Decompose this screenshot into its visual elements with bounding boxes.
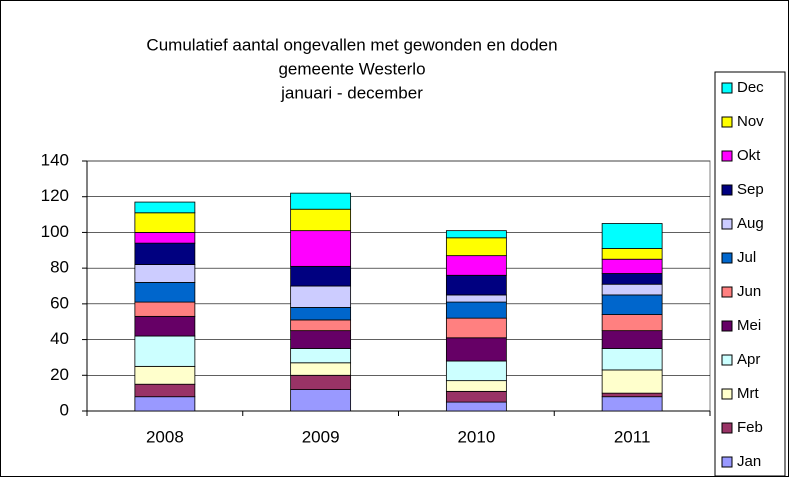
bar-segment [134, 335, 196, 367]
legend-swatch [721, 82, 733, 94]
legend-swatch [721, 116, 733, 128]
bar-segment [445, 317, 507, 339]
bar-segment [601, 258, 663, 274]
bar-segment [445, 380, 507, 392]
legend-swatch [721, 320, 733, 332]
legend-swatch [721, 456, 733, 468]
bar-segment [290, 348, 352, 364]
bar-segment [290, 307, 352, 321]
bar-segment [601, 396, 663, 412]
chart-title: Cumulatief aantal ongevallen met gewonde… [146, 35, 557, 54]
bar-segment [445, 294, 507, 303]
y-tick-label: 40 [50, 329, 69, 348]
bar-segment [601, 330, 663, 349]
legend-box [714, 71, 786, 477]
x-tick-label: 2008 [146, 427, 184, 446]
bar-segment [290, 389, 352, 412]
bar-segment [601, 294, 663, 315]
x-tick-label: 2011 [614, 427, 651, 446]
legend-swatch [721, 252, 733, 264]
bar-segment [290, 330, 352, 349]
legend-swatch [721, 218, 733, 230]
legend-swatch [721, 422, 733, 434]
legend-label: Mrt [737, 385, 759, 402]
legend-swatch [721, 150, 733, 162]
bar-segment [445, 230, 507, 239]
bar-segment [445, 401, 507, 412]
legend-label: Apr [737, 351, 760, 368]
bar-segment [134, 212, 196, 233]
legend-label: Feb [737, 419, 763, 436]
bar-segment [290, 265, 352, 287]
legend: Jan Feb Mrt Apr Mei Jun Jul Aug Sep Okt Nov Dec [721, 79, 764, 470]
bar-segment [134, 232, 196, 244]
legend-label: Mei [737, 317, 761, 334]
bar-segment [134, 315, 196, 337]
legend-label: Okt [737, 147, 761, 164]
legend-label: Dec [737, 79, 764, 96]
legend-label: Jul [737, 249, 756, 266]
bar-segment [134, 301, 196, 317]
bar-segment [601, 392, 663, 398]
bar-segment [445, 337, 507, 362]
bar-segment [134, 264, 196, 283]
legend-label: Jun [737, 283, 761, 300]
bar-segment [445, 360, 507, 382]
legend-swatch [721, 184, 733, 196]
bar-segment [290, 362, 352, 376]
y-tick-label: 80 [50, 258, 69, 277]
bar-segment [601, 314, 663, 332]
bar-segment [445, 255, 507, 276]
bar-segment [445, 301, 507, 319]
x-tick-label: 2010 [457, 427, 495, 446]
bar-segment [290, 285, 352, 308]
y-tick-label: 60 [50, 293, 69, 312]
chart-title: gemeente Westerlo [278, 59, 425, 78]
bar-segment [601, 369, 663, 394]
bar-segment [601, 248, 663, 260]
bar-segment [445, 274, 507, 296]
legend-swatch [721, 354, 733, 366]
y-tick-label: 20 [50, 365, 69, 384]
bar-segment [134, 365, 196, 385]
bar-segment [601, 223, 663, 249]
bar-segment [134, 396, 196, 412]
legend-label: Sep [737, 181, 764, 198]
bar-segment [601, 348, 663, 371]
bar-segment [290, 192, 352, 210]
bar-segment [134, 242, 196, 265]
legend-swatch [721, 286, 733, 298]
bar-segment [134, 383, 196, 398]
bar-segment [290, 319, 352, 332]
y-tick-label: 120 [41, 186, 69, 205]
y-tick-label: 0 [60, 400, 69, 419]
legend-swatch [721, 388, 733, 400]
legend-label: Aug [737, 215, 764, 232]
bar-segment [134, 201, 196, 214]
x-tick-label: 2009 [302, 427, 340, 446]
bar-segment [601, 283, 663, 296]
legend-label: Jan [737, 453, 761, 470]
bar-segment [134, 282, 196, 303]
chart-title: januari - december [280, 83, 423, 102]
bar-segment [290, 208, 352, 232]
legend-label: Nov [737, 113, 764, 130]
bar-segment [290, 374, 352, 390]
bar-segment [290, 230, 352, 267]
bar-segment [445, 237, 507, 257]
y-tick-label: 100 [41, 222, 69, 241]
y-tick-label: 140 [41, 150, 69, 169]
bar-segment [445, 390, 507, 403]
bar-segment [601, 273, 663, 285]
